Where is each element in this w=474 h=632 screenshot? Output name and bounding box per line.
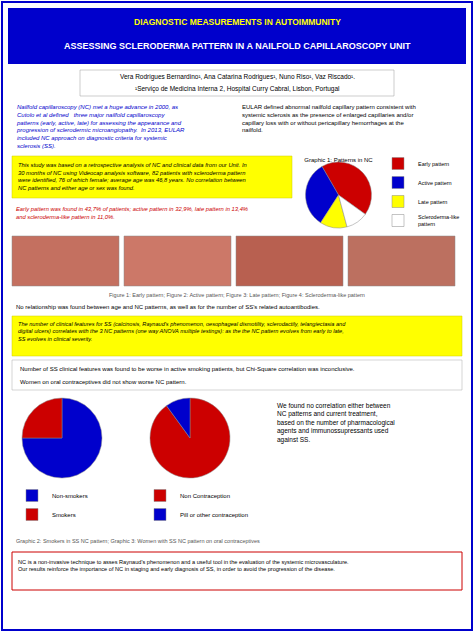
svg-text:Number of SS clinical features: Number of SS clinical features was found…: [20, 366, 355, 372]
svg-text:Graphic 1: Patterns in NC: Graphic 1: Patterns in NC: [304, 157, 373, 163]
svg-text:Active pattern: Active pattern: [418, 180, 452, 186]
svg-text:EULAR defined abnormal nailfol: EULAR defined abnormal nailfold capillar…: [242, 104, 416, 133]
svg-text:Figure 1: Early pattern; Figur: Figure 1: Early pattern; Figure 2: Activ…: [109, 292, 365, 298]
svg-text:The number of clinical feature: The number of clinical features for SS (…: [18, 321, 346, 342]
svg-text:Vera Rodrigues Bernardino¹, An: Vera Rodrigues Bernardino¹, Ana Catarina…: [120, 73, 355, 81]
svg-text:This study was based on a retr: This study was based on a retrospective …: [18, 162, 247, 191]
svg-text:No relationship was found betw: No relationship was found between age an…: [16, 304, 320, 310]
svg-text:Smokers: Smokers: [52, 512, 76, 518]
svg-text:Graphic 2: Smokers in SS NC pa: Graphic 2: Smokers in SS NC pattern; Gra…: [16, 538, 260, 544]
svg-text:Scleroderma-likepattern: Scleroderma-likepattern: [418, 214, 459, 227]
svg-text:Nailfold capillaroscopy (NC) m: Nailfold capillaroscopy (NC) met a huge …: [16, 104, 185, 149]
svg-text:ASSESSING SCLERODERMA PATTERN: ASSESSING SCLERODERMA PATTERN IN A NAILF…: [64, 41, 411, 51]
svg-text:Non-smokers: Non-smokers: [52, 493, 88, 499]
svg-text:¹Serviço de Medicina Interna 2: ¹Serviço de Medicina Interna 2, Hospital…: [135, 85, 340, 93]
svg-text:Early pattern: Early pattern: [418, 161, 449, 167]
svg-text:Non Contraception: Non Contraception: [180, 493, 230, 499]
svg-text:We found no correlation either: We found no correlation either betweenNC…: [277, 402, 395, 444]
svg-text:NC is a non-invasive technique: NC is a non-invasive technique to asses …: [18, 559, 349, 572]
svg-text:Women on oral contraceptives d: Women on oral contraceptives did not sho…: [20, 379, 187, 385]
svg-text:Early pattern was found in 43,: Early pattern was found in 43,7% of pati…: [16, 206, 248, 220]
svg-text:Late pattern: Late pattern: [418, 199, 447, 205]
svg-text:Pill or other contraception: Pill or other contraception: [180, 512, 248, 518]
svg-text:DIAGNOSTIC MEASUREMENTS IN AUT: DIAGNOSTIC MEASUREMENTS IN AUTOIMMUNITY: [134, 17, 341, 27]
